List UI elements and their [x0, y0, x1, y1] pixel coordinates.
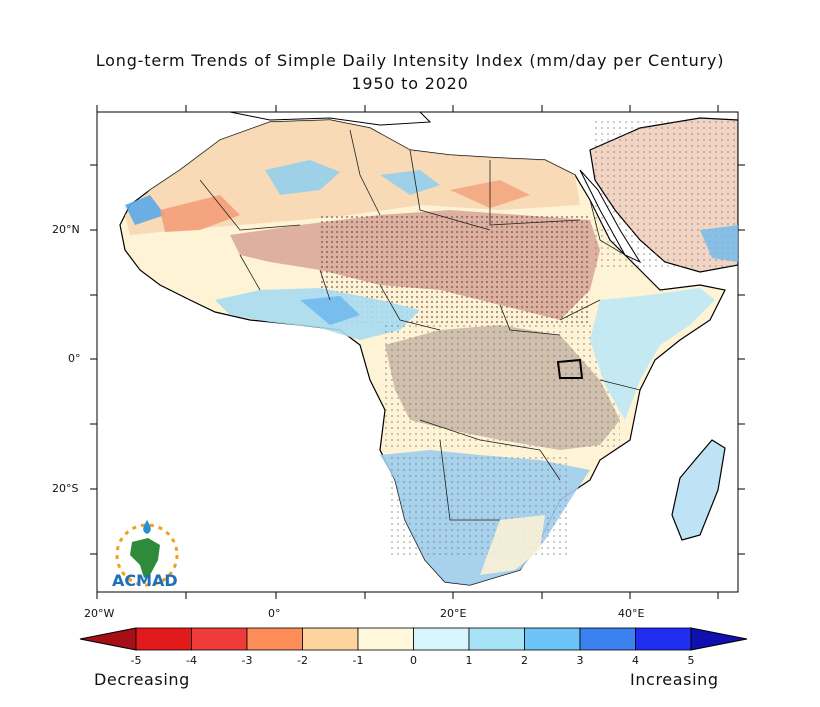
arabia-blue-patch — [700, 225, 738, 262]
x-label-20w: 20°W — [84, 607, 115, 620]
colorbar-swatch — [302, 627, 359, 651]
africa-map — [119, 112, 738, 586]
y-label-20n: 20°N — [52, 223, 80, 236]
east-africa-blue — [590, 288, 715, 420]
north-blue-patch-3 — [125, 195, 165, 225]
north-red-patch — [160, 195, 240, 232]
logo-text: ACMAD — [112, 571, 178, 590]
colorbar-swatch — [191, 627, 248, 651]
lake-victoria — [556, 358, 584, 379]
colorbar-tick-label: -4 — [186, 654, 197, 667]
acmad-logo — [115, 520, 179, 587]
x-label-0: 0° — [268, 607, 281, 620]
southern-cream — [480, 515, 545, 575]
colorbar-tick-label: 2 — [521, 654, 528, 667]
colorbar-arrow-left — [79, 627, 137, 651]
increasing-label: Increasing — [630, 670, 719, 689]
north-blue-patch-1 — [265, 160, 340, 195]
colorbar-swatch — [524, 627, 581, 651]
colorbar-tick-label: -1 — [352, 654, 364, 667]
colorbar-tick-label: 4 — [632, 654, 639, 667]
map-title-line2: 1950 to 2020 — [351, 74, 469, 93]
country-borders — [199, 129, 641, 521]
colorbar-swatch — [135, 627, 192, 651]
colorbar-swatch — [357, 627, 414, 651]
colorbar — [79, 627, 748, 651]
colorbar-tick-label: -5 — [130, 654, 142, 667]
colorbar-tick-label: 1 — [465, 654, 473, 667]
north-blue-patch-2 — [380, 170, 440, 195]
colorbar-tick-label: 5 — [687, 654, 695, 667]
red-sea — [579, 169, 642, 264]
map-title-line1: Long-term Trends of Simple Daily Intensi… — [95, 51, 725, 70]
west-africa-deepblue — [300, 296, 360, 325]
decreasing-label: Decreasing — [94, 670, 190, 689]
europe-strip — [229, 112, 432, 126]
x-label-20e: 20°E — [440, 607, 467, 620]
axis-ticks — [90, 105, 745, 599]
north-africa-mixed — [125, 120, 580, 235]
central-stipple — [385, 325, 620, 450]
colorbar-swatch — [468, 627, 525, 651]
colorbar-swatch — [635, 627, 692, 651]
colorbar-swatch — [413, 627, 470, 651]
colorbar-swatch — [579, 627, 636, 651]
x-label-40e: 40°E — [618, 607, 645, 620]
colorbar-tick-label: 3 — [576, 654, 584, 667]
colorbar-tick-label: 0 — [410, 654, 417, 667]
colorbar-tick-label: -2 — [297, 654, 308, 667]
colorbar-tick-label: -3 — [241, 654, 253, 667]
madagascar — [671, 439, 726, 541]
y-label-20s: 20°S — [52, 482, 79, 495]
colorbar-swatch — [246, 627, 303, 651]
southern-stipple — [390, 455, 570, 555]
y-label-0: 0° — [68, 352, 81, 365]
colorbar-arrow-right — [690, 627, 748, 651]
